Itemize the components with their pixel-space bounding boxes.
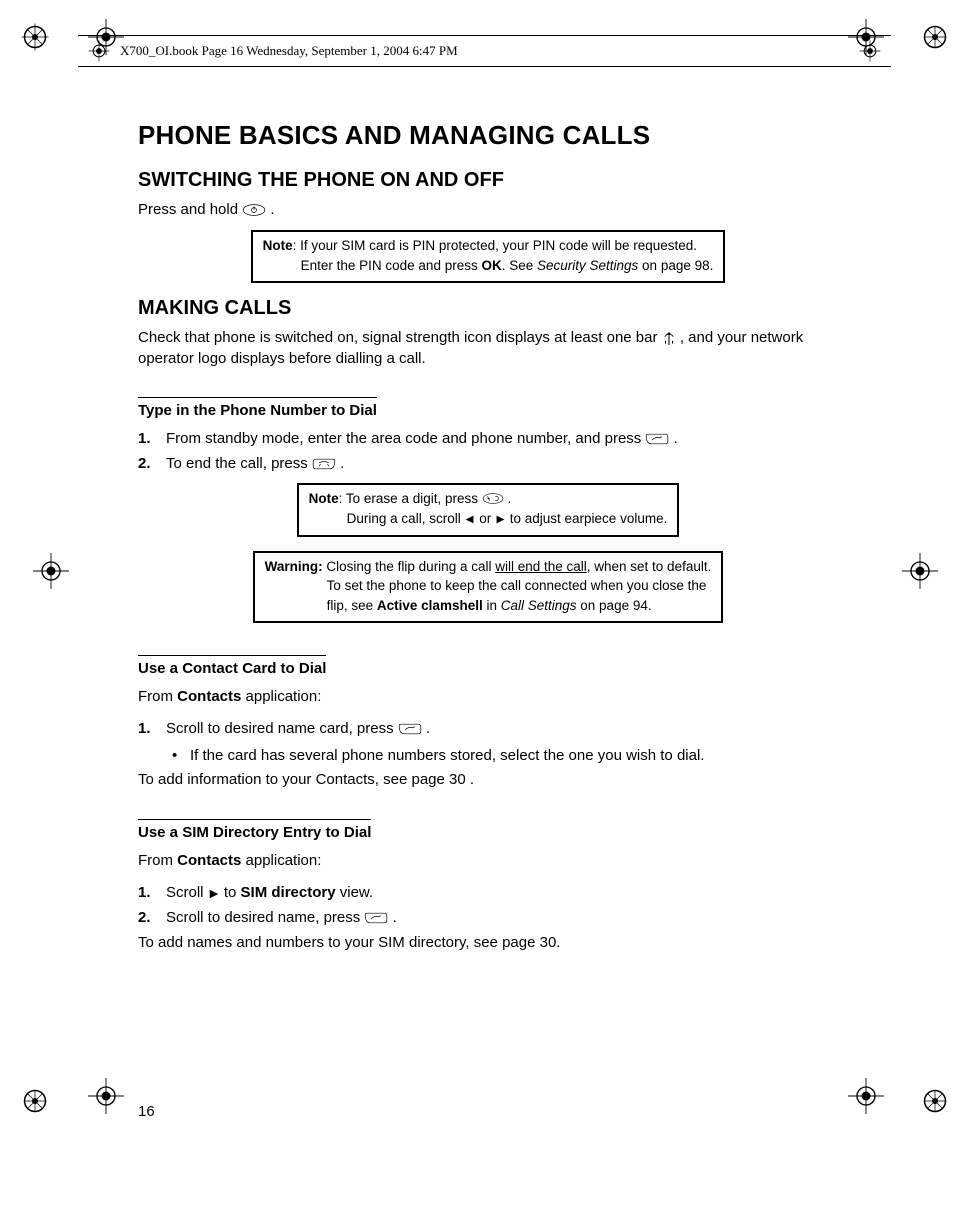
text-fragment: . (426, 720, 430, 737)
step-list: 1. Scroll to SIM directory view. 2. Scro… (138, 881, 838, 930)
crop-burst-icon (920, 22, 950, 52)
text-fragment: will end the call (495, 559, 587, 574)
crop-burst-icon (20, 22, 50, 52)
power-key-icon (242, 203, 266, 217)
text-fragment: During a call, scroll (347, 511, 465, 526)
text-fragment: From standby mode, enter the area code a… (166, 430, 645, 447)
text-fragment: . (340, 455, 344, 472)
text-fragment: Security Settings (537, 258, 638, 273)
crop-crosshair-icon (857, 38, 883, 64)
text-fragment: : To erase a digit, press (339, 491, 482, 506)
subsection-heading-sim-directory: Use a SIM Directory Entry to Dial (138, 819, 371, 841)
left-arrow-icon (464, 511, 475, 522)
step-item: 2. To end the call, press . (138, 452, 838, 475)
crop-crosshair-icon (902, 553, 938, 589)
text-fragment: Call Settings (501, 598, 577, 613)
note-box-erase-digit: Note: To erase a digit, press . During a… (297, 483, 680, 536)
send-key-icon (398, 720, 422, 734)
text-fragment: or (479, 511, 495, 526)
crop-crosshair-icon (33, 553, 69, 589)
page-number: 16 (138, 1103, 155, 1120)
content-area: PHONE BASICS AND MANAGING CALLS SWITCHIN… (138, 120, 838, 964)
step-item: 2. Scroll to desired name, press . (138, 906, 838, 929)
text-fragment: To set the phone to keep the call connec… (265, 576, 712, 596)
subsection-heading-contact-card: Use a Contact Card to Dial (138, 655, 326, 677)
bullet-list: If the card has several phone numbers st… (138, 745, 838, 767)
text-fragment: OK (481, 258, 501, 273)
text-fragment: application: (241, 852, 321, 869)
text-fragment: From (138, 688, 177, 705)
text-fragment: on page 94. (577, 598, 652, 613)
clear-key-icon (482, 491, 504, 504)
text-fragment: Scroll (166, 884, 208, 901)
step-list: 1. From standby mode, enter the area cod… (138, 427, 838, 476)
step-item: 1. Scroll to desired name card, press . (138, 717, 838, 740)
print-header-text: X700_OI.book Page 16 Wednesday, Septembe… (120, 43, 458, 59)
bullet-item: If the card has several phone numbers st… (138, 745, 838, 767)
text-fragment: . (393, 909, 397, 926)
text-fragment: . See (502, 258, 537, 273)
body-text: To add names and numbers to your SIM dir… (138, 933, 838, 953)
warning-box-clamshell: Warning: Closing the flip during a call … (253, 551, 724, 624)
crop-crosshair-icon (86, 38, 112, 64)
subsection-heading-type-number: Type in the Phone Number to Dial (138, 397, 377, 419)
text-fragment: Scroll to desired name card, press (166, 720, 398, 737)
page: X700_OI.book Page 16 Wednesday, Septembe… (0, 0, 969, 1216)
note-box-pin: Note: If your SIM card is PIN protected,… (251, 230, 726, 283)
text-fragment: application: (241, 688, 321, 705)
text-fragment: Contacts (177, 852, 241, 869)
text-fragment: Enter the PIN code and press (301, 258, 482, 273)
right-arrow-icon (208, 884, 220, 896)
text-fragment: Check that phone is switched on, signal … (138, 329, 662, 346)
crop-burst-icon (20, 1086, 50, 1116)
text-fragment: Scroll to desired name, press (166, 909, 364, 926)
text-fragment: Active clamshell (377, 598, 483, 613)
crop-crosshair-icon (88, 1078, 124, 1114)
text-fragment: SIM directory (241, 884, 336, 901)
text-fragment: . (674, 430, 678, 447)
text-fragment: . (508, 491, 512, 506)
text-fragment: to (224, 884, 241, 901)
text-fragment: From (138, 852, 177, 869)
text-fragment: Contacts (177, 688, 241, 705)
section-heading-making-calls: MAKING CALLS (138, 297, 838, 320)
body-text: Press and hold . (138, 200, 838, 220)
signal-strength-icon (662, 331, 676, 345)
text-fragment: To end the call, press (166, 455, 312, 472)
send-key-icon (645, 430, 669, 444)
body-text: From Contacts application: (138, 851, 838, 871)
crop-crosshair-icon (848, 1078, 884, 1114)
note-label: Note (309, 491, 339, 506)
text-fragment: on page 98. (638, 258, 713, 273)
section-heading-switching: SWITCHING THE PHONE ON AND OFF (138, 169, 838, 192)
right-arrow-icon (495, 511, 506, 522)
text-fragment: view. (336, 884, 374, 901)
body-text: From Contacts application: (138, 687, 838, 707)
crop-burst-icon (920, 1086, 950, 1116)
print-header: X700_OI.book Page 16 Wednesday, Septembe… (78, 35, 891, 67)
step-item: 1. From standby mode, enter the area cod… (138, 427, 838, 450)
text-fragment: in (483, 598, 501, 613)
page-title: PHONE BASICS AND MANAGING CALLS (138, 120, 838, 151)
step-item: 1. Scroll to SIM directory view. (138, 881, 838, 904)
step-list: 1. Scroll to desired name card, press . (138, 717, 838, 740)
warning-label: Warning: (265, 559, 323, 574)
text-fragment: to adjust earpiece volume. (510, 511, 668, 526)
send-key-icon (364, 909, 388, 923)
body-text: To add information to your Contacts, see… (138, 770, 838, 790)
body-text: Check that phone is switched on, signal … (138, 328, 838, 369)
text-fragment: . (270, 201, 274, 218)
text-fragment: , when set to default. (587, 559, 712, 574)
end-key-icon (312, 455, 336, 469)
note-label: Note (263, 238, 293, 253)
text-fragment: Press and hold (138, 201, 242, 218)
text-fragment: flip, see (327, 598, 377, 613)
text-fragment: Closing the flip during a call (323, 559, 496, 574)
text-fragment: : If your SIM card is PIN protected, you… (293, 238, 697, 253)
